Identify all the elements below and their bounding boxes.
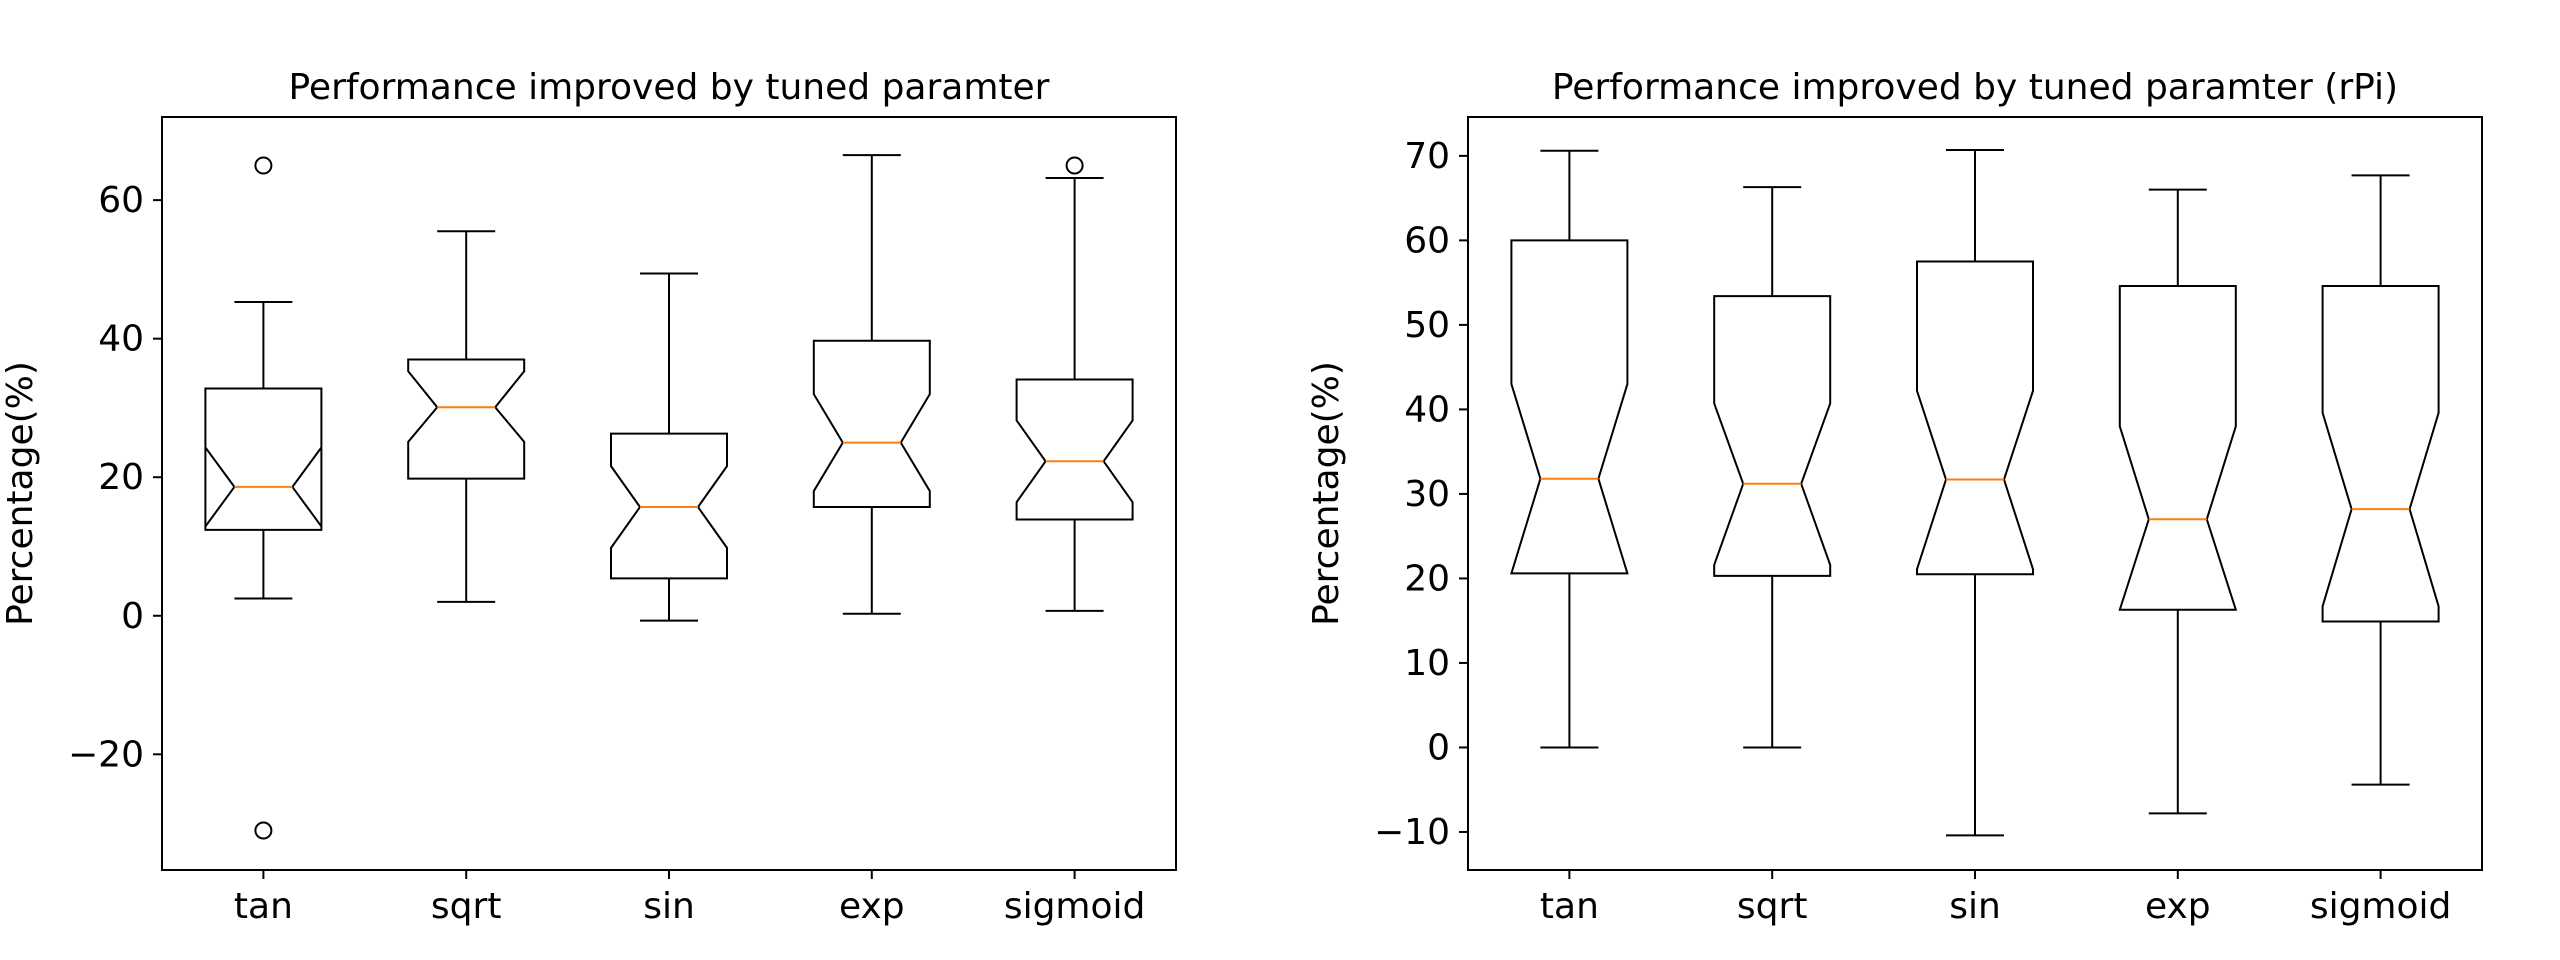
x-tick-label: sqrt <box>431 886 502 927</box>
y-tick-label: 60 <box>1404 220 1450 261</box>
y-tick-label: 0 <box>121 596 144 637</box>
box-body <box>407 358 526 480</box>
box-body <box>204 387 323 531</box>
outlier-point <box>254 821 273 840</box>
chart-performance-rpi: Performance improved by tuned paramter (… <box>1306 67 2483 927</box>
y-axis-label: Percentage(%) <box>1306 361 1347 626</box>
box-sin <box>1916 148 2034 837</box>
box-body <box>2118 285 2238 611</box>
x-tick-label: sqrt <box>1737 886 1808 927</box>
y-tick-label: 50 <box>1404 305 1450 346</box>
y-tick-label: 70 <box>1404 136 1450 177</box>
box-exp <box>2118 188 2238 815</box>
x-tick-label: exp <box>2145 886 2211 927</box>
box-sigmoid <box>1015 156 1134 612</box>
box-body <box>610 432 728 580</box>
y-tick-label: 40 <box>1404 389 1450 430</box>
box-tan <box>204 156 323 840</box>
x-tick-label: sigmoid <box>1004 886 1146 927</box>
box-sin <box>610 272 728 622</box>
y-tick-label: 10 <box>1404 643 1450 684</box>
box-body <box>1015 378 1134 521</box>
y-tick-label: −20 <box>68 734 144 775</box>
y-tick-label: 30 <box>1404 474 1450 515</box>
box-body <box>1510 239 1629 575</box>
plot-area: −10 0 10 20 30 40 50 60 70 tan sqrt sin exp sigmoid <box>1374 116 2483 927</box>
x-tick-label: sin <box>1949 886 2001 927</box>
chart-title: Performance improved by tuned paramter <box>289 67 1050 108</box>
x-tick-label: sin <box>643 886 695 927</box>
plot-area: −20 0 20 40 60 tan sqrt sin exp sigmoid <box>68 116 1177 927</box>
chart-title: Performance improved by tuned paramter (… <box>1552 67 2398 108</box>
outlier-point <box>254 156 273 175</box>
outlier-point <box>1065 156 1084 175</box>
y-tick-label: −10 <box>1374 812 1450 853</box>
box-body <box>1713 295 1832 577</box>
box-body <box>1916 260 2034 576</box>
box-body <box>812 339 931 509</box>
box-body <box>2321 285 2440 623</box>
box-exp <box>812 154 931 615</box>
box-tan <box>1510 149 1629 749</box>
chart-performance: Performance improved by tuned paramter P… <box>0 67 1177 927</box>
y-axis-label: Percentage(%) <box>0 361 41 626</box>
box-sqrt <box>407 230 526 603</box>
y-tick-label: 0 <box>1427 727 1450 768</box>
y-tick-label: 40 <box>98 319 144 360</box>
x-tick-label: tan <box>234 886 293 927</box>
box-sqrt <box>1713 186 1832 749</box>
x-tick-label: exp <box>839 886 905 927</box>
x-tick-label: tan <box>1540 886 1599 927</box>
y-tick-label: 20 <box>98 457 144 498</box>
y-tick-label: 60 <box>98 180 144 221</box>
box-sigmoid <box>2321 174 2440 786</box>
x-tick-label: sigmoid <box>2310 886 2452 927</box>
y-tick-label: 20 <box>1404 558 1450 599</box>
